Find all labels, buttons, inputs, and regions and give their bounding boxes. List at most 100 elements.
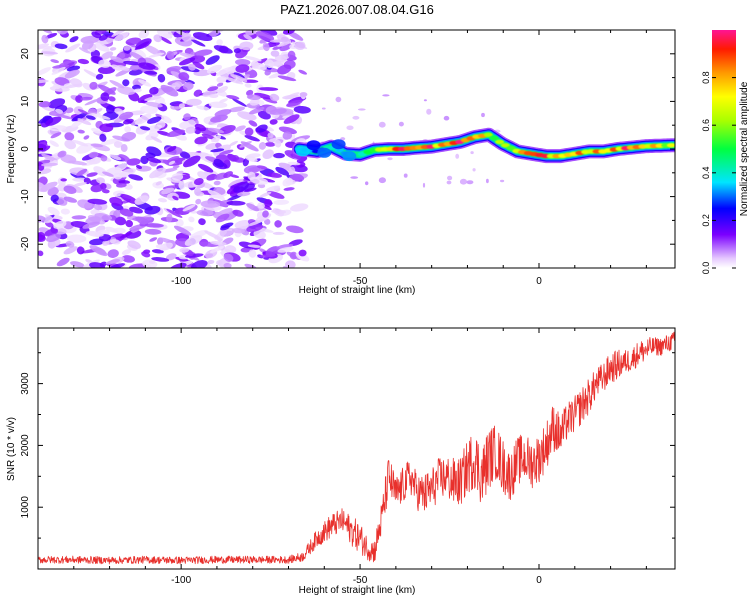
spectrogram-noise-blob [172, 195, 179, 201]
spectrogram-noise-blob [38, 182, 48, 193]
spectrogram-noise-blob [49, 125, 67, 132]
spectrogram-noise-blob [117, 86, 136, 95]
spectrogram-noise-blob [228, 106, 246, 113]
spectrogram-noise-blob [147, 116, 162, 124]
spectrogram-noise-blob [99, 133, 107, 142]
spectrogram-noise-blob [47, 187, 59, 197]
spectrogram-noise-blob [138, 79, 152, 87]
spectrogram-noise-blob [83, 135, 90, 140]
spectrogram-noise-blob [118, 168, 136, 178]
spectrogram-noise-blob [76, 246, 85, 255]
spectrogram-noise-blob [108, 263, 126, 268]
spectrogram-y-tick-label: -10 [20, 189, 31, 204]
spectrogram-noise-blob [77, 109, 89, 115]
spectrogram-noise-blob [110, 56, 125, 63]
spectrogram-noise-blob [258, 87, 279, 91]
spectrogram-noise-blob [216, 76, 227, 83]
spectrogram-noise-blob [244, 263, 258, 268]
spectrogram-noise-blob [90, 184, 104, 193]
spectrogram-noise-blob [77, 58, 90, 65]
spectrogram-noise-blob [99, 123, 114, 133]
spectrogram-noise-blob [242, 158, 250, 167]
spectrogram-noise-blob [194, 49, 213, 57]
spectrogram-noise-blob [179, 247, 190, 253]
spectrogram-noise-blob [114, 108, 125, 116]
spectrogram-noise-blob [121, 132, 137, 141]
spectrogram-faint-dot [466, 180, 474, 185]
spectrogram-ridge-spot [506, 146, 516, 151]
spectrogram-noise-blob [192, 32, 213, 42]
spectrogram-noise-blob [181, 32, 192, 42]
spectrogram-noise-blob [130, 64, 141, 71]
spectrogram-noise-blob [38, 215, 46, 223]
spectrogram-noise-blob [52, 84, 61, 90]
colorbar-tick-label: 0.0 [701, 262, 711, 275]
spectrogram-noise-blob [194, 136, 208, 145]
spectrogram-ridge-spot [489, 135, 499, 141]
spectrogram-noise-blob [146, 124, 163, 132]
spectrogram-noise-blob [269, 93, 280, 102]
spectrogram-noise-blob [146, 157, 162, 164]
spectrogram-noise-blob [149, 167, 166, 179]
spectrogram-noise-blob [71, 215, 87, 220]
spectrogram-noise-blob [144, 70, 158, 75]
spectrogram-noise-blob [88, 151, 99, 158]
spectrogram-noise-blob [216, 260, 223, 266]
spectrogram-noise-blob [64, 139, 77, 150]
spectrogram-noise-blob [266, 191, 285, 199]
spectrogram-noise-blob [219, 149, 234, 156]
spectrogram-noise-blob [57, 150, 67, 158]
spectrogram-noise-blob [269, 60, 285, 67]
spectrogram-faint-dot [357, 108, 366, 111]
spectrogram-noise-blob [133, 88, 142, 93]
spectrogram-noise-blob [135, 164, 143, 170]
spectrogram-noise-blob [190, 39, 206, 47]
spectrogram-noise-blob [265, 246, 280, 256]
spectrogram-noise-blob [282, 131, 293, 140]
spectrogram-noise-blob [135, 216, 150, 226]
spectrogram-noise-blob [155, 244, 165, 249]
spectrogram-noise-blob [38, 79, 49, 84]
spectrogram-noise-blob [56, 114, 73, 120]
spectrogram-noise-blob [214, 208, 233, 219]
spectrogram-noise-blob [140, 155, 149, 165]
spectrogram-noise-blob [240, 141, 259, 152]
colorbar-ticks: 0.0 0.2 0.4 0.6 0.8 [701, 71, 736, 274]
spectrogram-noise-blob [186, 119, 196, 127]
spectrogram-noise-blob [246, 224, 264, 233]
spectrogram-noise-blob [161, 187, 175, 195]
spectrogram-noise-blob [70, 78, 83, 88]
spectrogram-noise-blob [120, 144, 128, 152]
spectrogram-noise-blob [142, 259, 158, 268]
spectrogram-noise-blob [276, 243, 294, 250]
spectrogram-noise-blob [125, 37, 142, 46]
spectrogram-noise-blob [50, 132, 62, 139]
snr-y-tick-label: 3000 [20, 372, 31, 395]
spectrogram-noise-blob [77, 118, 92, 126]
spectrogram-noise-blob [148, 52, 165, 58]
spectrogram-noise-blob [298, 249, 307, 257]
spectrogram-y-tick-label: 10 [20, 95, 31, 107]
spectrogram-noise-blob [63, 196, 78, 203]
snr-x-axis-label: Height of straight line (km) [299, 585, 416, 596]
spectrogram-noise-blob [197, 171, 208, 180]
spectrogram-noise-blob [75, 95, 83, 103]
spectrogram-noise-blob [108, 96, 116, 102]
spectrogram-noise-blob [258, 30, 278, 36]
spectrogram-noise-blob [245, 155, 258, 163]
spectrogram-noise-blob [246, 203, 260, 212]
spectrogram-noise-blob [151, 257, 170, 262]
spectrogram-noise-blob [138, 30, 150, 39]
spectrogram-noise-blob [194, 123, 207, 132]
spectrogram-ridge-spot [483, 132, 493, 137]
spectrogram-noise-blob [290, 203, 309, 212]
spectrogram-noise-blob [217, 86, 229, 93]
spectrogram-noise-blob [140, 105, 158, 115]
spectrogram-noise-blob [149, 237, 158, 242]
spectrogram-ridge-start-blob [295, 146, 310, 157]
spectrogram-noise-blob [253, 229, 266, 239]
spectrogram-noise-blob [109, 47, 117, 51]
spectrogram-noise-blob [100, 51, 114, 60]
spectrogram-noise-blob [168, 160, 176, 165]
